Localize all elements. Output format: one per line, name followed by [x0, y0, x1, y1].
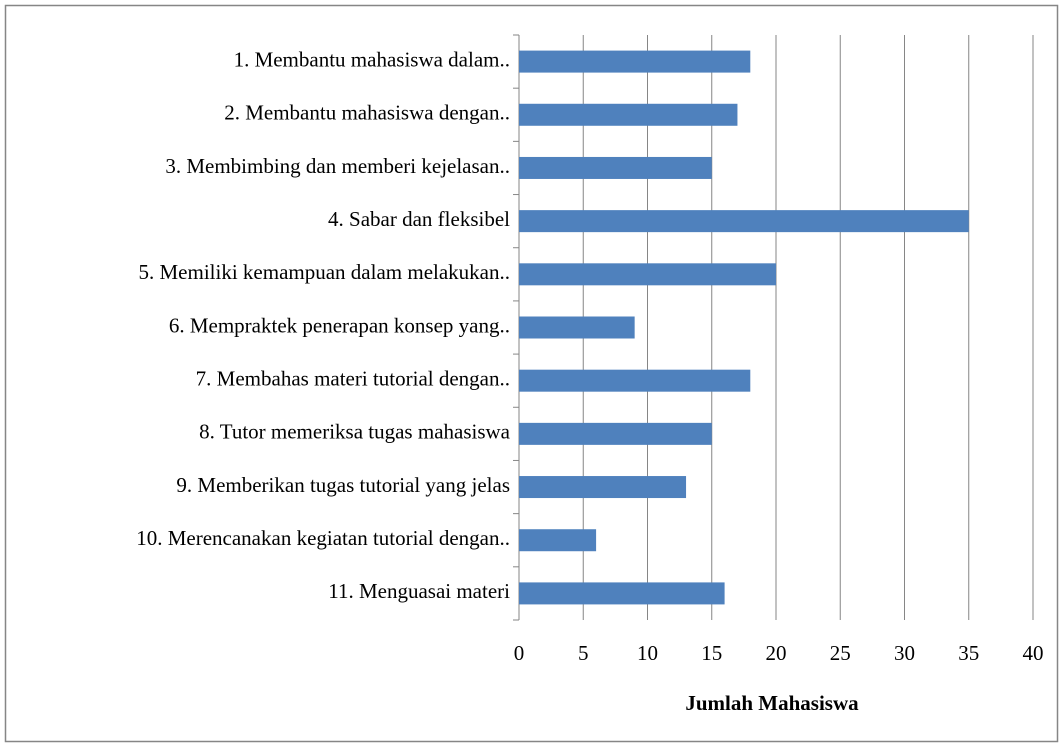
bar	[519, 369, 751, 392]
y-tick-label: 10. Merencanakan kegiatan tutorial denga…	[136, 526, 510, 550]
y-tick-label: 2. Membantu mahasiswa dengan..	[224, 101, 510, 125]
bar	[519, 476, 687, 499]
x-tick-label: 0	[514, 641, 525, 665]
y-tick-label: 11. Menguasai materi	[328, 579, 510, 603]
y-tick-label: 9. Memberikan tugas tutorial yang jelas	[176, 473, 510, 497]
x-tick-label: 10	[637, 641, 658, 665]
x-tick-label: 20	[766, 641, 787, 665]
y-tick-label: 6. Mempraktek penerapan konsep yang..	[169, 313, 510, 337]
bar	[519, 316, 635, 339]
y-tick-label: 4. Sabar dan fleksibel	[328, 207, 510, 231]
bar	[519, 529, 597, 552]
y-tick-label: 8. Tutor memeriksa tugas mahasiswa	[199, 420, 511, 444]
y-tick-label: 5. Memiliki kemampuan dalam melakukan..	[139, 260, 511, 284]
bar	[519, 422, 712, 445]
bar	[519, 210, 969, 233]
x-tick-label: 5	[578, 641, 589, 665]
x-tick-label: 25	[830, 641, 851, 665]
y-tick-label: 3. Membimbing dan memberi kejelasan..	[165, 154, 510, 178]
x-tick-label: 15	[701, 641, 722, 665]
x-tick-label: 40	[1023, 641, 1044, 665]
x-tick-label: 35	[958, 641, 979, 665]
bar	[519, 103, 738, 126]
y-tick-label: 7. Membahas materi tutorial dengan..	[196, 366, 510, 390]
bar	[519, 582, 725, 605]
bar	[519, 156, 712, 179]
x-axis-label: Jumlah Mahasiswa	[685, 691, 859, 715]
x-tick-label: 30	[894, 641, 915, 665]
bar	[519, 263, 776, 286]
y-tick-label: 1. Membantu mahasiswa dalam..	[234, 47, 510, 71]
bar	[519, 50, 751, 73]
